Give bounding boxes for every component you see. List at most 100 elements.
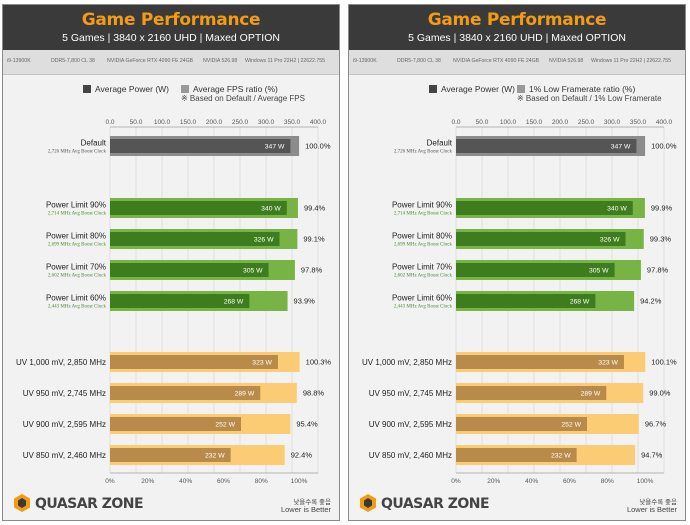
spec-gpu: NVIDIA GeForce RTX 4090 FE 24GB: [107, 58, 194, 64]
boost-clock-label: 2,714 MHz Avg Boost Clock: [48, 212, 107, 217]
category-label: Power Limit 70%: [392, 263, 452, 272]
top-tick-label: 350.0: [630, 119, 647, 126]
ratio-value-label: 99.4%: [304, 204, 326, 213]
spec-memory: DDR5-7,800 CL 38: [51, 58, 95, 64]
power-bar: [456, 417, 588, 431]
power-bar: [110, 263, 269, 277]
legend-power-swatch: [429, 85, 437, 93]
power-bar: [110, 294, 250, 308]
power-bar: [456, 386, 607, 400]
boost-clock-label: 2,443 MHz Avg Boost Clock: [394, 305, 453, 310]
spec-driver: NVIDIA 526.98: [203, 58, 238, 64]
boost-clock-label: 2,443 MHz Avg Boost Clock: [48, 305, 107, 310]
top-tick-label: 400.0: [310, 119, 327, 126]
power-value-label: 340 W: [607, 206, 627, 213]
boost-clock-label: 2,602 MHz Avg Boost Clock: [48, 274, 107, 279]
legend-ratio-label: Average FPS ratio (%): [193, 84, 278, 94]
top-tick-label: 150.0: [526, 119, 543, 126]
footer-korean-note: 낮을수록 좋음: [639, 499, 677, 506]
category-label: Power Limit 70%: [46, 263, 106, 272]
top-tick-label: 400.0: [656, 119, 673, 126]
power-value-label: 268 W: [570, 299, 590, 306]
top-tick-label: 0.0: [451, 119, 460, 126]
power-bar: [456, 139, 637, 153]
top-tick-label: 350.0: [284, 119, 301, 126]
legend-ratio-label: 1% Low Framerate ratio (%): [529, 84, 636, 94]
power-value-label: 289 W: [581, 391, 601, 398]
ratio-value-label: 99.9%: [651, 204, 673, 213]
legend-ratio-swatch: [181, 85, 189, 93]
bottom-tick-label: 100%: [637, 478, 654, 485]
power-value-label: 305 W: [589, 268, 609, 275]
category-label: Power Limit 60%: [46, 294, 106, 303]
power-value-label: 347 W: [611, 144, 631, 151]
spec-driver: NVIDIA 526.98: [549, 58, 584, 64]
brand-logo: QUASAR ZONE: [13, 493, 173, 515]
category-label: UV 1,000 mV, 2,850 MHz: [362, 358, 452, 367]
legend-power-label: Average Power (W): [441, 84, 516, 94]
chart-subtitle: 5 Games | 3840 x 2160 UHD | Maxed OPTION: [408, 32, 626, 44]
power-value-label: 232 W: [205, 453, 225, 460]
category-label: Power Limit 60%: [392, 294, 452, 303]
chart-title: Game Performance: [427, 10, 607, 30]
power-value-label: 326 W: [600, 237, 620, 244]
ratio-value-label: 100.0%: [305, 142, 331, 151]
power-bar: [110, 139, 291, 153]
bottom-tick-label: 20%: [487, 478, 500, 485]
power-value-label: 252 W: [561, 422, 581, 429]
ratio-value-label: 97.8%: [301, 266, 323, 275]
bottom-tick-label: 0%: [451, 478, 461, 485]
footer-korean-note: 낮을수록 좋음: [293, 499, 331, 506]
ratio-value-label: 99.0%: [649, 389, 671, 398]
top-tick-label: 50.0: [476, 119, 489, 126]
ratio-value-label: 94.2%: [640, 297, 662, 306]
legend-note: ※ Based on Default / Average FPS: [181, 94, 305, 103]
boost-clock-label: 2,699 MHz Avg Boost Clock: [394, 243, 453, 248]
power-value-label: 289 W: [235, 391, 255, 398]
power-value-label: 326 W: [254, 237, 274, 244]
footer-lower-is-better: Lower is Better: [280, 505, 331, 514]
top-tick-label: 200.0: [206, 119, 223, 126]
category-label: UV 1,000 mV, 2,850 MHz: [16, 358, 106, 367]
category-label: Power Limit 80%: [46, 232, 106, 241]
legend-ratio-swatch: [517, 85, 525, 93]
ratio-value-label: 97.8%: [647, 266, 669, 275]
power-bar: [456, 448, 577, 462]
chart-title: Game Performance: [81, 10, 261, 30]
top-tick-label: 0.0: [105, 119, 114, 126]
power-bar: [110, 448, 231, 462]
boost-clock-label: 2,726 MHz Avg Boost Clock: [394, 150, 453, 155]
chart-panel-average-fps: Game Performance 5 Games | 3840 x 2160 U…: [2, 4, 340, 521]
boost-clock-label: 2,726 MHz Avg Boost Clock: [48, 150, 107, 155]
panel-header: Game Performance 5 Games | 3840 x 2160 U…: [349, 5, 685, 50]
top-tick-label: 200.0: [552, 119, 569, 126]
category-label: Power Limit 80%: [392, 232, 452, 241]
category-label: Power Limit 90%: [392, 201, 452, 210]
bottom-tick-label: 0%: [105, 478, 115, 485]
spec-os: Windows 11 Pro 22H2 | 22622.755: [591, 58, 671, 64]
ratio-value-label: 100.3%: [306, 358, 332, 367]
bottom-tick-label: 60%: [217, 478, 230, 485]
bottom-tick-label: 60%: [563, 478, 576, 485]
spec-cpu: i9-13900K: [353, 58, 377, 64]
spec-os: Windows 11 Pro 22H2 | 22622.755: [245, 58, 325, 64]
quasarzone-logo-icon: [14, 494, 30, 512]
chart-panel-1pct-low: Game Performance 5 Games | 3840 x 2160 U…: [348, 4, 686, 521]
ratio-value-label: 94.7%: [641, 451, 663, 460]
ratio-value-label: 100.1%: [651, 358, 677, 367]
bar-chart: 0.0 50.0 100.0 150.0 200.0 250.0 300.0 350.0 400…: [362, 119, 677, 485]
category-label: Default: [81, 139, 107, 148]
power-bar: [456, 263, 615, 277]
ratio-value-label: 96.7%: [645, 420, 667, 429]
ratio-value-label: 100.0%: [651, 142, 677, 151]
power-value-label: 268 W: [224, 299, 244, 306]
top-tick-label: 50.0: [130, 119, 143, 126]
power-bar: [110, 232, 280, 246]
legend-ratio: 1% Low Framerate ratio (%): [517, 84, 635, 94]
category-label: UV 850 mV, 2,460 MHz: [23, 451, 106, 460]
power-bar: [110, 355, 278, 369]
boost-clock-label: 2,602 MHz Avg Boost Clock: [394, 274, 453, 279]
top-tick-label: 300.0: [604, 119, 621, 126]
quasarzone-logo-icon: [360, 494, 376, 512]
legend-power: Average Power (W): [429, 84, 515, 94]
